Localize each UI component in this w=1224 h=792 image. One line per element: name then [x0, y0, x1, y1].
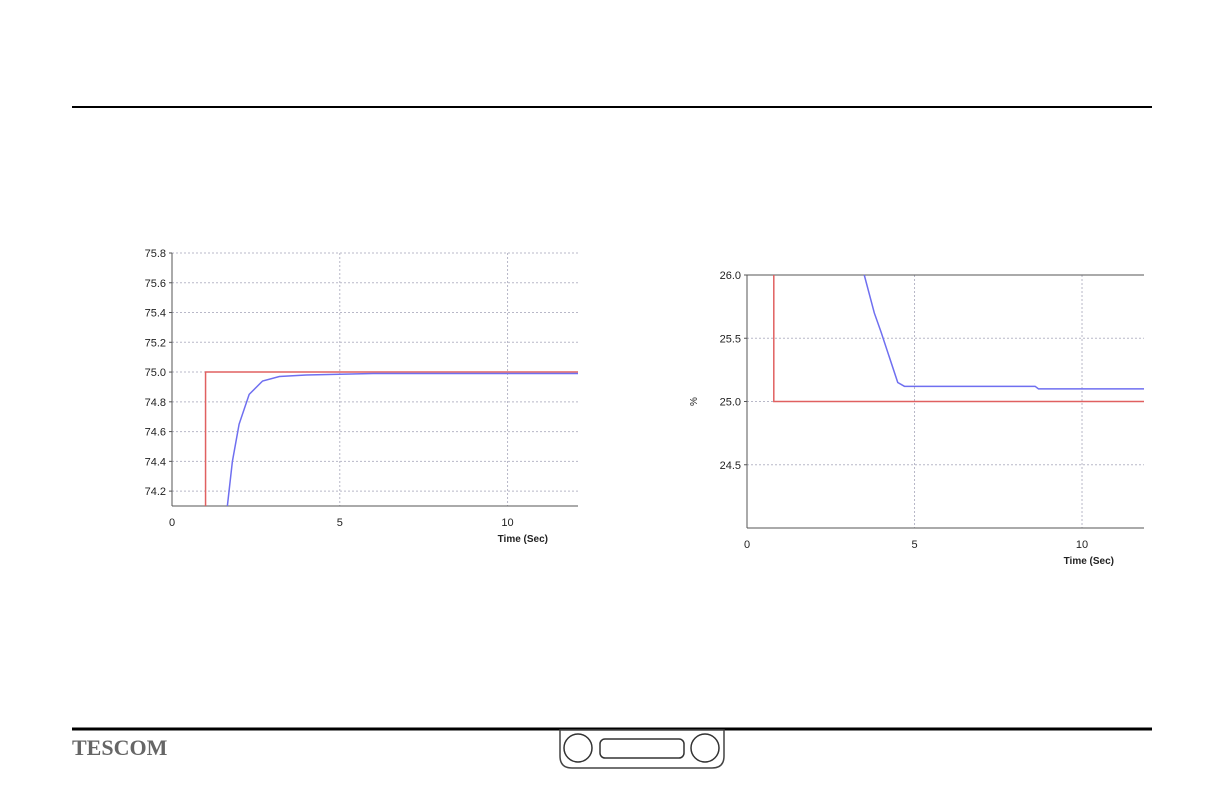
series-line — [773, 275, 1144, 403]
y-tick-label: 75.2 — [145, 337, 166, 349]
y-tick-label: 75.6 — [145, 278, 166, 290]
nav-prev[interactable] — [563, 733, 593, 763]
y-tick-label: 74.6 — [145, 427, 166, 439]
y-tick-label: 74.8 — [145, 397, 166, 409]
y-tick-label: 26.0 — [720, 270, 741, 282]
brand-logo: TESCOM — [72, 735, 168, 760]
y-tick-label: 75.4 — [145, 308, 166, 320]
x-tick-label: 0 — [744, 539, 750, 551]
x-tick-label: 5 — [337, 517, 343, 529]
y-tick-label: 25.5 — [720, 333, 741, 345]
x-tick-label: 10 — [1076, 539, 1088, 551]
series-line — [204, 371, 578, 506]
series-line — [226, 372, 578, 507]
x-axis-label: Time (Sec) — [1064, 556, 1114, 567]
y-tick-label: 75.8 — [145, 248, 166, 260]
page-nav — [559, 729, 725, 769]
x-tick-label: 0 — [169, 517, 175, 529]
series-line — [863, 274, 1144, 390]
y-tick-label: 75.0 — [145, 367, 166, 379]
nav-next[interactable] — [690, 733, 720, 763]
x-tick-label: 10 — [501, 517, 513, 529]
y-tick-label: 74.4 — [145, 456, 166, 468]
y-tick-label: 24.5 — [720, 460, 741, 472]
nav-home[interactable] — [599, 738, 685, 759]
x-axis-label: Time (Sec) — [498, 534, 548, 545]
y-tick-label: 74.2 — [145, 486, 166, 498]
y-axis-label: % — [689, 397, 700, 406]
x-tick-label: 5 — [911, 539, 917, 551]
y-tick-label: 25.0 — [720, 397, 741, 409]
